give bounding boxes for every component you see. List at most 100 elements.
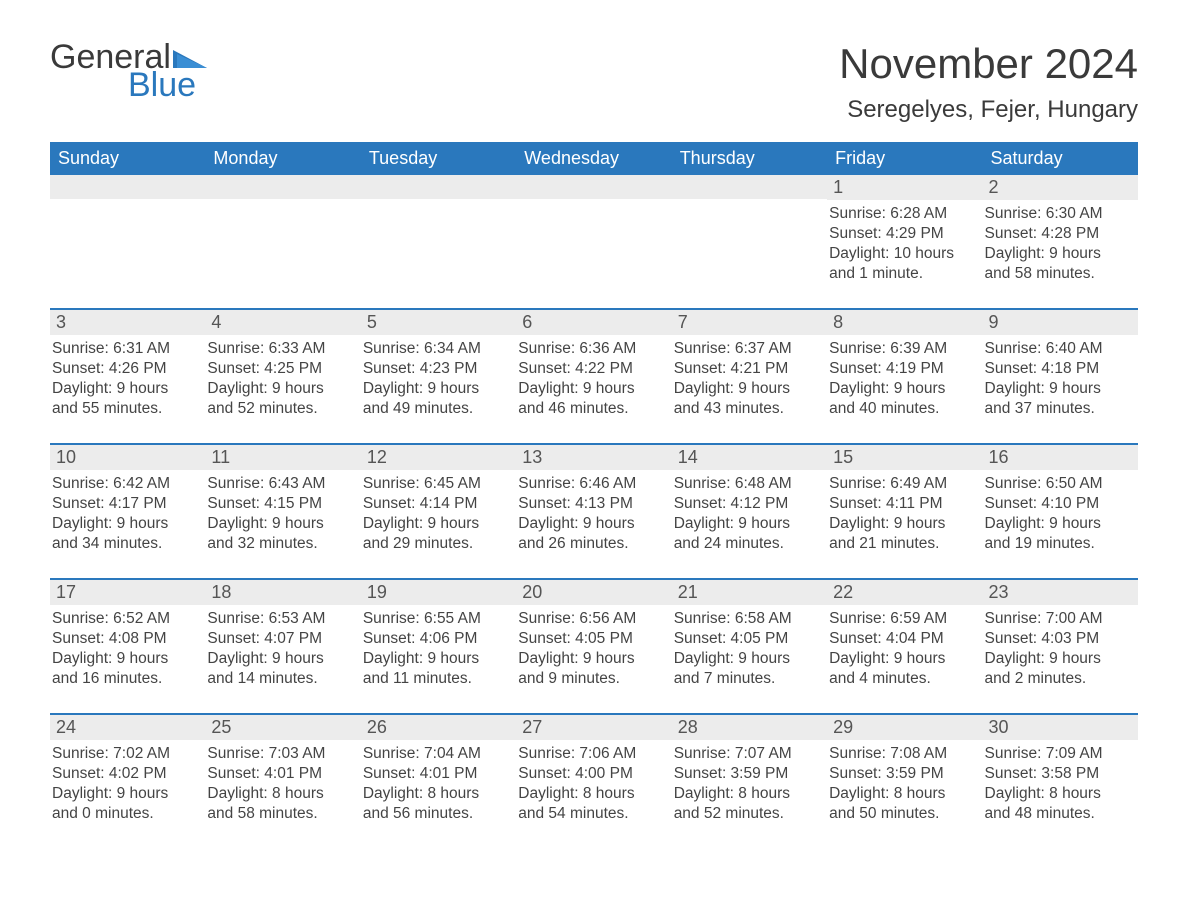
calendar-day	[516, 175, 671, 290]
sunset-text: Sunset: 3:59 PM	[674, 764, 825, 784]
day-details	[50, 199, 205, 207]
day-details	[672, 199, 827, 207]
calendar-day: 11Sunrise: 6:43 AMSunset: 4:15 PMDayligh…	[205, 445, 360, 560]
sunrise-text: Sunrise: 6:39 AM	[829, 339, 980, 359]
daylight-text: Daylight: 9 hours	[52, 514, 203, 534]
daylight-text: and 55 minutes.	[52, 399, 203, 419]
calendar-day: 20Sunrise: 6:56 AMSunset: 4:05 PMDayligh…	[516, 580, 671, 695]
daylight-text: and 37 minutes.	[985, 399, 1136, 419]
calendar-day: 13Sunrise: 6:46 AMSunset: 4:13 PMDayligh…	[516, 445, 671, 560]
day-number: 27	[516, 715, 671, 740]
sunset-text: Sunset: 4:08 PM	[52, 629, 203, 649]
sunrise-text: Sunrise: 6:58 AM	[674, 609, 825, 629]
calendar-day: 5Sunrise: 6:34 AMSunset: 4:23 PMDaylight…	[361, 310, 516, 425]
day-details: Sunrise: 6:58 AMSunset: 4:05 PMDaylight:…	[672, 605, 827, 694]
calendar-day: 26Sunrise: 7:04 AMSunset: 4:01 PMDayligh…	[361, 715, 516, 830]
sunset-text: Sunset: 4:01 PM	[207, 764, 358, 784]
calendar-day	[50, 175, 205, 290]
calendar-week: 17Sunrise: 6:52 AMSunset: 4:08 PMDayligh…	[50, 578, 1138, 695]
day-details: Sunrise: 6:45 AMSunset: 4:14 PMDaylight:…	[361, 470, 516, 559]
daylight-text: and 49 minutes.	[363, 399, 514, 419]
calendar-day: 27Sunrise: 7:06 AMSunset: 4:00 PMDayligh…	[516, 715, 671, 830]
sunrise-text: Sunrise: 6:30 AM	[985, 204, 1136, 224]
daylight-text: Daylight: 8 hours	[985, 784, 1136, 804]
day-details: Sunrise: 6:50 AMSunset: 4:10 PMDaylight:…	[983, 470, 1138, 559]
sunset-text: Sunset: 4:17 PM	[52, 494, 203, 514]
daylight-text: Daylight: 9 hours	[52, 649, 203, 669]
sunset-text: Sunset: 4:10 PM	[985, 494, 1136, 514]
daylight-text: Daylight: 9 hours	[829, 514, 980, 534]
sunrise-text: Sunrise: 7:07 AM	[674, 744, 825, 764]
daylight-text: Daylight: 8 hours	[674, 784, 825, 804]
day-number: 10	[50, 445, 205, 470]
weekday-header: Thursday	[672, 142, 827, 175]
sunset-text: Sunset: 4:11 PM	[829, 494, 980, 514]
daylight-text: and 1 minute.	[829, 264, 980, 284]
sunrise-text: Sunrise: 6:36 AM	[518, 339, 669, 359]
day-number: 23	[983, 580, 1138, 605]
day-details: Sunrise: 6:52 AMSunset: 4:08 PMDaylight:…	[50, 605, 205, 694]
day-number: 3	[50, 310, 205, 335]
day-number: 2	[983, 175, 1138, 200]
daylight-text: and 58 minutes.	[985, 264, 1136, 284]
calendar-day: 6Sunrise: 6:36 AMSunset: 4:22 PMDaylight…	[516, 310, 671, 425]
day-number	[50, 175, 205, 199]
daylight-text: Daylight: 9 hours	[829, 649, 980, 669]
sunset-text: Sunset: 4:06 PM	[363, 629, 514, 649]
daylight-text: and 21 minutes.	[829, 534, 980, 554]
day-number: 28	[672, 715, 827, 740]
daylight-text: and 40 minutes.	[829, 399, 980, 419]
day-number: 15	[827, 445, 982, 470]
calendar-day: 30Sunrise: 7:09 AMSunset: 3:58 PMDayligh…	[983, 715, 1138, 830]
sunrise-text: Sunrise: 6:53 AM	[207, 609, 358, 629]
calendar-week: 10Sunrise: 6:42 AMSunset: 4:17 PMDayligh…	[50, 443, 1138, 560]
daylight-text: and 2 minutes.	[985, 669, 1136, 689]
calendar-day: 22Sunrise: 6:59 AMSunset: 4:04 PMDayligh…	[827, 580, 982, 695]
day-details: Sunrise: 7:04 AMSunset: 4:01 PMDaylight:…	[361, 740, 516, 829]
sunrise-text: Sunrise: 7:06 AM	[518, 744, 669, 764]
sunrise-text: Sunrise: 6:33 AM	[207, 339, 358, 359]
daylight-text: Daylight: 9 hours	[363, 649, 514, 669]
day-number: 22	[827, 580, 982, 605]
daylight-text: and 29 minutes.	[363, 534, 514, 554]
calendar-day: 21Sunrise: 6:58 AMSunset: 4:05 PMDayligh…	[672, 580, 827, 695]
day-details: Sunrise: 7:06 AMSunset: 4:00 PMDaylight:…	[516, 740, 671, 829]
calendar-day: 15Sunrise: 6:49 AMSunset: 4:11 PMDayligh…	[827, 445, 982, 560]
daylight-text: and 56 minutes.	[363, 804, 514, 824]
daylight-text: and 32 minutes.	[207, 534, 358, 554]
calendar-day: 18Sunrise: 6:53 AMSunset: 4:07 PMDayligh…	[205, 580, 360, 695]
daylight-text: Daylight: 9 hours	[985, 379, 1136, 399]
sunset-text: Sunset: 4:03 PM	[985, 629, 1136, 649]
day-details: Sunrise: 6:49 AMSunset: 4:11 PMDaylight:…	[827, 470, 982, 559]
day-details: Sunrise: 6:30 AMSunset: 4:28 PMDaylight:…	[983, 200, 1138, 289]
day-number: 6	[516, 310, 671, 335]
sunset-text: Sunset: 4:18 PM	[985, 359, 1136, 379]
sunset-text: Sunset: 4:22 PM	[518, 359, 669, 379]
sunrise-text: Sunrise: 6:42 AM	[52, 474, 203, 494]
sunrise-text: Sunrise: 6:48 AM	[674, 474, 825, 494]
daylight-text: Daylight: 9 hours	[674, 514, 825, 534]
sunset-text: Sunset: 4:23 PM	[363, 359, 514, 379]
day-details: Sunrise: 6:59 AMSunset: 4:04 PMDaylight:…	[827, 605, 982, 694]
day-number	[672, 175, 827, 199]
daylight-text: Daylight: 9 hours	[207, 514, 358, 534]
calendar-day: 24Sunrise: 7:02 AMSunset: 4:02 PMDayligh…	[50, 715, 205, 830]
daylight-text: and 4 minutes.	[829, 669, 980, 689]
daylight-text: and 11 minutes.	[363, 669, 514, 689]
daylight-text: Daylight: 9 hours	[829, 379, 980, 399]
sunrise-text: Sunrise: 6:55 AM	[363, 609, 514, 629]
sunrise-text: Sunrise: 7:03 AM	[207, 744, 358, 764]
sunrise-text: Sunrise: 7:02 AM	[52, 744, 203, 764]
sunset-text: Sunset: 4:19 PM	[829, 359, 980, 379]
day-details: Sunrise: 6:34 AMSunset: 4:23 PMDaylight:…	[361, 335, 516, 424]
daylight-text: Daylight: 9 hours	[52, 379, 203, 399]
daylight-text: and 43 minutes.	[674, 399, 825, 419]
calendar-day: 8Sunrise: 6:39 AMSunset: 4:19 PMDaylight…	[827, 310, 982, 425]
calendar-week: 24Sunrise: 7:02 AMSunset: 4:02 PMDayligh…	[50, 713, 1138, 830]
sunset-text: Sunset: 3:59 PM	[829, 764, 980, 784]
sunrise-text: Sunrise: 6:50 AM	[985, 474, 1136, 494]
day-number: 1	[827, 175, 982, 200]
daylight-text: and 54 minutes.	[518, 804, 669, 824]
day-number: 19	[361, 580, 516, 605]
sunrise-text: Sunrise: 6:34 AM	[363, 339, 514, 359]
